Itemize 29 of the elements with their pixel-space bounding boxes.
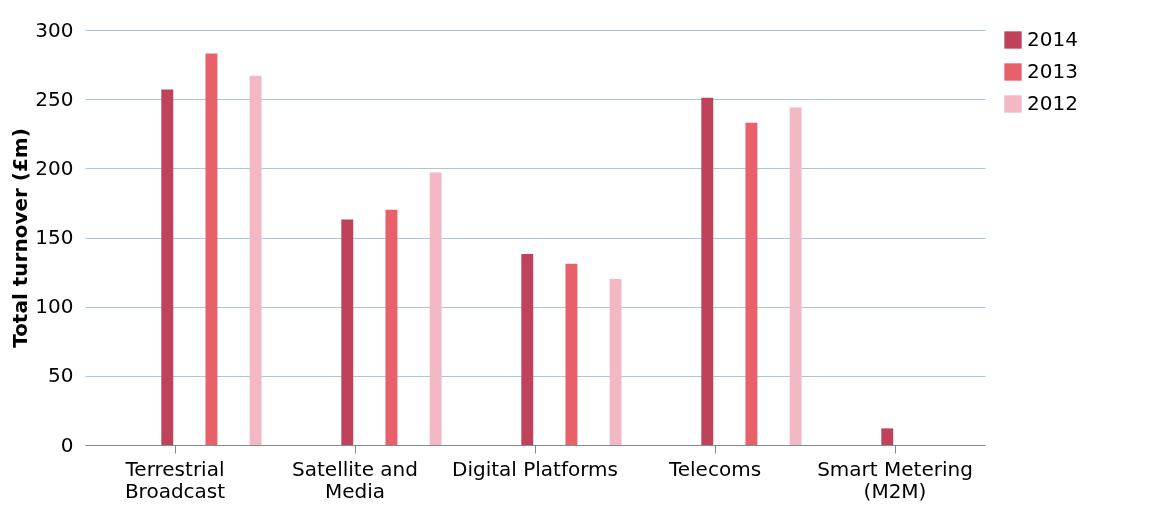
y-tick-label: 100 [35, 294, 74, 319]
bar [565, 263, 578, 445]
bar [881, 428, 894, 445]
x-tick-label: Telecoms [667, 456, 762, 481]
bar [385, 209, 398, 445]
y-tick-label: 300 [35, 17, 74, 42]
y-tick-label: 200 [35, 155, 74, 180]
x-tick-label: Digital Platforms [452, 456, 618, 481]
y-axis-title: Total turnover (£m) [8, 128, 33, 348]
bar [249, 75, 262, 445]
bar [521, 254, 534, 445]
bar [745, 122, 758, 445]
y-tick-label: 50 [48, 363, 74, 388]
legend-label: 2012 [1027, 91, 1078, 115]
x-tick-label: Terrestrial Broadcast [124, 456, 226, 503]
bar [701, 97, 714, 445]
y-tick-label: 0 [60, 432, 74, 457]
bar [161, 89, 174, 445]
y-tick-label: 250 [35, 86, 74, 111]
x-tick-label: Satellite and Media [292, 456, 418, 503]
bar [341, 219, 354, 445]
y-tick-label: 150 [35, 225, 74, 249]
bar [205, 53, 218, 445]
bar [429, 172, 442, 445]
bar [609, 279, 622, 445]
legend-label: 2014 [1027, 27, 1078, 51]
legend-label: 2013 [1027, 59, 1078, 83]
bar [789, 107, 802, 445]
x-tick-label: Smart Metering (M2M) [817, 456, 973, 503]
